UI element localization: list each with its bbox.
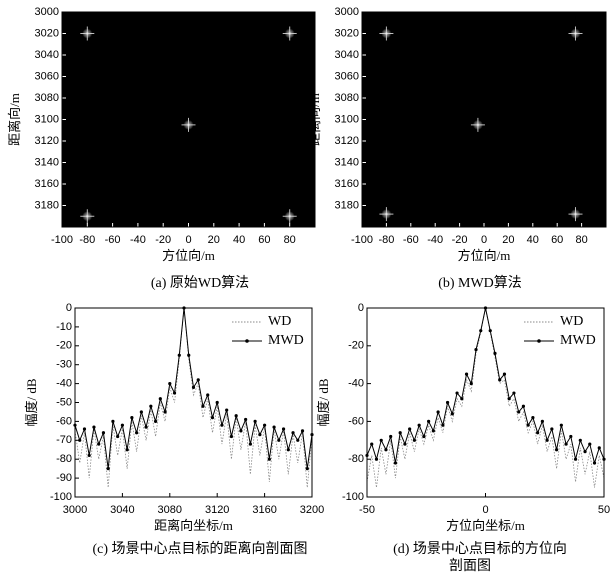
y-tick-label: -60 — [348, 415, 364, 427]
y-tick-label: -30 — [56, 359, 72, 371]
x-tick-label: 0 — [481, 234, 487, 246]
y-tick-label: 3100 — [35, 113, 59, 125]
figure: -100-80-60-40-20020406080300030203040306… — [0, 0, 611, 578]
point-target — [285, 29, 295, 39]
x-tick-label: -40 — [427, 234, 443, 246]
y-tick-label: 3180 — [35, 199, 59, 211]
legend-label: WD — [560, 314, 583, 329]
x-tick-label: -60 — [403, 234, 419, 246]
x-tick-label: -40 — [130, 234, 146, 246]
x-tick-label: 60 — [551, 234, 563, 246]
x-axis-label: 方位向/m — [458, 248, 511, 263]
x-tick-label: -20 — [452, 234, 468, 246]
caption: (b) MWD算法 — [438, 275, 522, 291]
y-tick-label: 3080 — [35, 92, 59, 104]
x-tick-label: -100 — [51, 234, 73, 246]
y-tick-label: -70 — [56, 434, 72, 446]
y-tick-label: -100 — [342, 491, 364, 503]
y-axis-label: 幅度/ dB — [24, 378, 39, 426]
x-tick-label: -100 — [351, 234, 373, 246]
point-target — [473, 120, 483, 130]
x-tick-label: 40 — [527, 234, 539, 246]
y-tick-label: 3120 — [35, 135, 59, 147]
y-tick-label: -10 — [56, 321, 72, 333]
x-tick-label: 3000 — [63, 504, 87, 516]
legend-label: MWD — [268, 333, 304, 348]
y-tick-label: 3020 — [335, 27, 359, 39]
y-tick-label: -90 — [56, 472, 72, 484]
x-axis-label: 方位向/m — [162, 248, 215, 263]
point-target — [285, 211, 295, 221]
legend-label: WD — [268, 314, 291, 329]
x-tick-label: -20 — [155, 234, 171, 246]
y-tick-label: -60 — [56, 415, 72, 427]
y-tick-label: -20 — [348, 340, 364, 352]
x-tick-label: 50 — [598, 504, 610, 516]
y-tick-label: -80 — [348, 453, 364, 465]
legend-marker — [537, 339, 541, 343]
y-tick-label: -50 — [56, 396, 72, 408]
legend-marker — [245, 339, 249, 343]
y-tick-label: 3140 — [335, 156, 359, 168]
y-tick-label: 3180 — [335, 199, 359, 211]
point-target — [571, 209, 581, 219]
y-tick-label: 3000 — [35, 6, 59, 18]
x-tick-label: -80 — [79, 234, 95, 246]
x-tick-label: 60 — [258, 234, 270, 246]
y-axis-label: 距离向/m — [307, 93, 322, 146]
x-tick-label: 40 — [233, 234, 245, 246]
x-axis-label: 方位向坐标/m — [446, 518, 525, 533]
y-tick-label: 0 — [66, 302, 72, 314]
x-tick-label: 3200 — [300, 504, 324, 516]
x-tick-label: -50 — [359, 504, 375, 516]
y-tick-label: 3040 — [335, 49, 359, 61]
point-target — [381, 209, 391, 219]
x-tick-label: -80 — [378, 234, 394, 246]
y-axis-label: 幅度/ dB — [316, 378, 331, 426]
point-target — [381, 29, 391, 39]
y-tick-label: -40 — [348, 378, 364, 390]
y-axis-label: 距离向/m — [7, 93, 22, 146]
y-tick-label: -100 — [50, 491, 72, 503]
point-target — [184, 120, 194, 130]
y-tick-label: -40 — [56, 378, 72, 390]
y-tick-label: 3140 — [35, 156, 59, 168]
y-tick-label: 3040 — [35, 49, 59, 61]
y-tick-label: 3100 — [335, 113, 359, 125]
caption: (a) 原始WD算法 — [151, 275, 249, 291]
x-tick-label: 3080 — [158, 504, 182, 516]
x-tick-label: 20 — [208, 234, 220, 246]
y-tick-label: 3060 — [35, 70, 59, 82]
x-tick-label: 20 — [502, 234, 514, 246]
y-tick-label: 3020 — [35, 27, 59, 39]
point-target — [82, 29, 92, 39]
legend-label: MWD — [560, 333, 596, 348]
y-tick-label: -20 — [56, 340, 72, 352]
point-target — [82, 211, 92, 221]
x-tick-label: 0 — [185, 234, 191, 246]
y-tick-label: 3000 — [335, 6, 359, 18]
x-tick-label: -60 — [105, 234, 121, 246]
point-target — [571, 29, 581, 39]
x-tick-label: 0 — [482, 504, 488, 516]
x-tick-label: 80 — [284, 234, 296, 246]
y-tick-label: 3160 — [335, 178, 359, 190]
page: -100-80-60-40-20020406080300030203040306… — [0, 0, 611, 578]
image-background — [362, 12, 606, 227]
caption: (d) 场景中心点目标的方位向 — [393, 541, 567, 557]
x-tick-label: 3040 — [110, 504, 134, 516]
x-tick-label: 3120 — [205, 504, 229, 516]
x-axis-label: 距离向坐标/m — [154, 518, 233, 533]
y-tick-label: 3120 — [335, 135, 359, 147]
x-tick-label: 3160 — [252, 504, 276, 516]
y-tick-label: 3060 — [335, 70, 359, 82]
y-tick-label: -80 — [56, 453, 72, 465]
y-tick-label: 3080 — [335, 92, 359, 104]
y-tick-label: 3160 — [35, 178, 59, 190]
caption: (c) 场景中心点目标的距离向剖面图 — [92, 540, 307, 557]
y-tick-label: 0 — [358, 302, 364, 314]
x-tick-label: 80 — [575, 234, 587, 246]
caption: 剖面图 — [449, 558, 491, 574]
